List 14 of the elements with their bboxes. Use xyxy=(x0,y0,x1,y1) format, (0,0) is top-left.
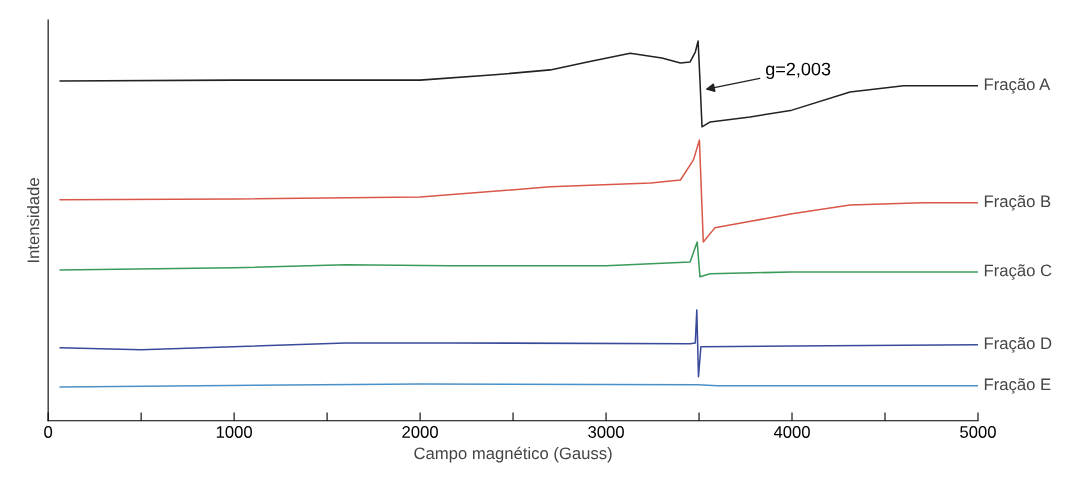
series-label: Fração B xyxy=(984,195,1051,211)
x-axis-title: Campo magnético (Gauss) xyxy=(414,446,612,463)
y-axis-title: Intensidade xyxy=(27,178,40,263)
series-label: Fração E xyxy=(984,378,1051,394)
x-tick-label: 2000 xyxy=(402,426,438,438)
x-tick-label: 5000 xyxy=(960,426,996,438)
x-tick-label: 4000 xyxy=(773,426,810,438)
series-label: Fração C xyxy=(984,264,1052,280)
x-tick-label: 3000 xyxy=(588,426,624,438)
annotation: g=2,003 xyxy=(766,62,831,79)
x-tick-label: 0 xyxy=(44,426,53,438)
series-label: Fração D xyxy=(984,337,1052,353)
x-tick-label: 1000 xyxy=(216,426,252,438)
series-label: Fração A xyxy=(984,78,1051,94)
